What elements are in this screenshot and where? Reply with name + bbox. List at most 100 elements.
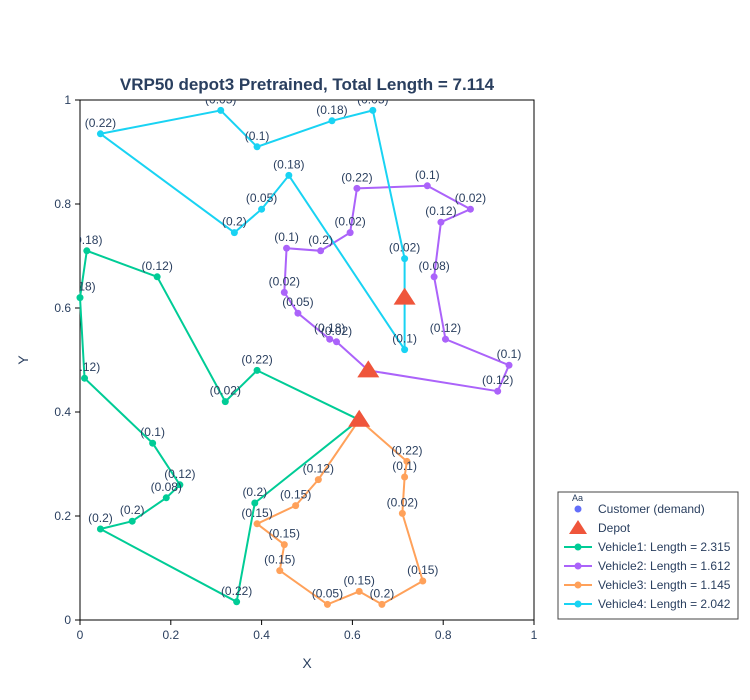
demand-label: (0.15): [280, 488, 311, 502]
demand-label: (0.15): [264, 553, 295, 567]
demand-label: (0.18): [64, 280, 95, 294]
depot-marker: [393, 287, 416, 305]
customer-point: [96, 525, 104, 533]
demand-label: (0.18): [71, 233, 102, 247]
customer-point: [401, 346, 409, 354]
demand-label: (0.18): [316, 103, 347, 117]
customer-point: [253, 366, 261, 374]
legend-header: Aa: [572, 493, 583, 503]
x-tick-label: 0: [77, 628, 84, 642]
demand-label: (0.1): [415, 168, 440, 182]
customer-point: [346, 229, 354, 237]
customer-point: [430, 273, 438, 281]
demand-label: (0.1): [140, 425, 165, 439]
demand-label: (0.1): [392, 459, 417, 473]
customer-point: [280, 288, 288, 296]
demand-label: (0.02): [334, 215, 365, 229]
customer-point: [251, 499, 259, 507]
x-tick-label: 0.2: [162, 628, 179, 642]
customer-point: [83, 247, 91, 255]
customer-point: [81, 374, 89, 382]
route-line-vehicle3: [255, 419, 424, 606]
demand-label: (0.22): [221, 584, 252, 598]
depots: [348, 287, 416, 427]
demand-label: (0.02): [210, 384, 241, 398]
demand-label: (0.05): [282, 295, 313, 309]
customer-point: [217, 106, 225, 114]
y-tick-label: 0.2: [54, 509, 71, 523]
demand-label: (0.12): [482, 373, 513, 387]
customer-point: [162, 494, 170, 502]
customers: [76, 106, 513, 608]
demand-label: (0.2): [308, 233, 333, 247]
demand-label: (0.22): [85, 116, 116, 130]
demand-label: (0.02): [387, 495, 418, 509]
legend-customer-symbol: [574, 505, 582, 513]
demand-label: (0.18): [273, 157, 304, 171]
x-tick-label: 1: [531, 628, 538, 642]
customer-point: [401, 473, 409, 481]
x-tick-label: 0.6: [344, 628, 361, 642]
customer-point: [294, 309, 302, 317]
customer-point: [283, 244, 291, 252]
demand-label: (0.05): [205, 92, 236, 106]
customer-point: [423, 182, 431, 190]
customer-point: [253, 520, 261, 528]
customer-point: [317, 247, 325, 255]
customer-point: [326, 335, 334, 343]
y-tick-label: 0.8: [54, 197, 71, 211]
demand-label: (0.02): [321, 324, 352, 338]
customer-point: [353, 184, 361, 192]
customer-point: [441, 335, 449, 343]
customer-point: [314, 476, 322, 484]
customer-point: [221, 398, 229, 406]
customer-point: [76, 294, 84, 302]
customer-point: [280, 541, 288, 549]
demand-label: (0.08): [151, 480, 182, 494]
customer-point: [276, 567, 284, 575]
legend: Aa Customer (demand) Depot Vehicle1: Lengt…: [557, 491, 739, 620]
demand-label: (0.02): [389, 241, 420, 255]
legend-route-label: Vehicle1: Length = 2.315: [598, 540, 731, 554]
demand-label: (0.2): [88, 511, 113, 525]
legend-route-marker: [574, 562, 582, 570]
customer-point: [466, 205, 474, 213]
customer-point: [398, 509, 406, 517]
demand-label: (0.15): [269, 527, 300, 541]
y-axis-title: Y: [15, 355, 31, 365]
x-tick-label: 0.8: [435, 628, 452, 642]
legend-depot-symbol: [569, 520, 587, 534]
customer-point: [323, 600, 331, 608]
demand-label: (0.12): [425, 204, 456, 218]
x-axis-title: X: [302, 655, 312, 671]
customer-point: [153, 273, 161, 281]
customer-point: [403, 457, 411, 465]
demand-label: (0.05): [357, 92, 388, 106]
plot-frame: [79, 99, 535, 621]
customer-point: [285, 171, 293, 179]
customer-point: [369, 106, 377, 114]
x-tick-label: 0.4: [253, 628, 270, 642]
demand-label: (0.15): [407, 563, 438, 577]
demand-label: (0.22): [391, 443, 422, 457]
demand-labels: (0.22) (0.02) (0.12) (0.18) (0.18) (0.12) (0.1…: [64, 92, 521, 600]
depot-marker: [357, 360, 380, 378]
demand-label: (0.12): [69, 360, 100, 374]
customer-point: [253, 143, 261, 151]
customer-point: [258, 205, 266, 213]
legend-box: [557, 491, 739, 620]
demand-label: (0.2): [242, 485, 267, 499]
legend-route-marker: [574, 543, 582, 551]
demand-label: (0.12): [430, 321, 461, 335]
customer-point: [292, 502, 300, 510]
customer-point: [333, 338, 341, 346]
customer-point: [419, 577, 427, 585]
demand-label: (0.2): [370, 586, 395, 600]
customer-point: [505, 361, 513, 369]
legend-customer-label: Customer (demand): [598, 502, 705, 516]
customer-point: [378, 600, 386, 608]
demand-label: (0.05): [246, 191, 277, 205]
customer-point: [437, 218, 445, 226]
y-tick-label: 0.4: [54, 405, 71, 419]
